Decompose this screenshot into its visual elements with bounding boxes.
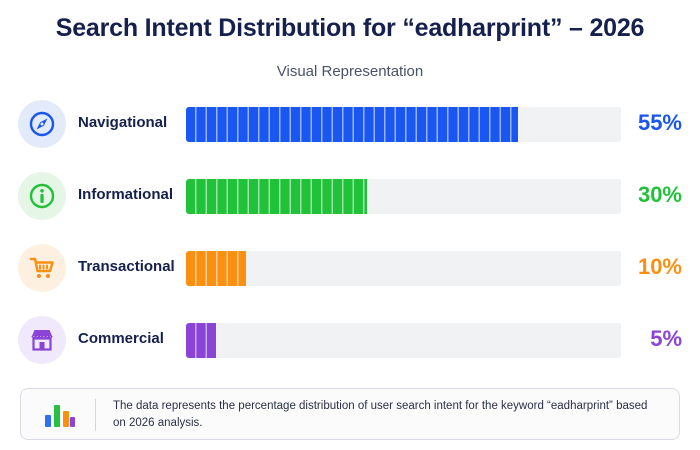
bar-transactional bbox=[186, 251, 247, 286]
value-label-transactional: 10% bbox=[637, 254, 682, 279]
value-label-navigational: 55% bbox=[637, 110, 682, 135]
cart-icon bbox=[18, 244, 66, 292]
bar-chart-icon bbox=[45, 405, 75, 427]
bar-track-transactional bbox=[186, 251, 621, 286]
category-label-commercial: Commercial bbox=[78, 330, 164, 347]
category-label-transactional: Transactional bbox=[78, 258, 175, 275]
compass-icon bbox=[18, 100, 66, 148]
bar-row-transactional: Transactional 10% bbox=[0, 242, 700, 298]
bar-row-commercial: Commercial 5% bbox=[0, 314, 700, 370]
chart-subtitle: Visual Representation bbox=[276, 63, 424, 80]
info-icon bbox=[18, 172, 66, 220]
value-label-informational: 30% bbox=[637, 182, 682, 207]
bar-informational bbox=[186, 179, 368, 214]
bar-track-commercial bbox=[186, 323, 621, 358]
bar-commercial bbox=[186, 323, 217, 358]
category-label-navigational: Navigational bbox=[78, 114, 168, 131]
bar-row-informational: Informational 30% bbox=[0, 170, 700, 226]
bar-track-informational bbox=[186, 179, 621, 214]
chart-title: Search Intent Distribution for “eadharpr… bbox=[55, 14, 645, 42]
bar-navigational bbox=[186, 107, 519, 142]
footer-note: The data represents the percentage distr… bbox=[20, 388, 680, 440]
footer-text: The data represents the percentage distr… bbox=[113, 400, 648, 429]
value-label-commercial: 5% bbox=[650, 326, 682, 351]
footer-divider bbox=[95, 399, 96, 431]
category-label-informational: Informational bbox=[78, 186, 174, 203]
store-icon bbox=[18, 316, 66, 364]
bar-track-navigational bbox=[186, 107, 621, 142]
bar-row-navigational: Navigational 55% bbox=[0, 98, 700, 154]
